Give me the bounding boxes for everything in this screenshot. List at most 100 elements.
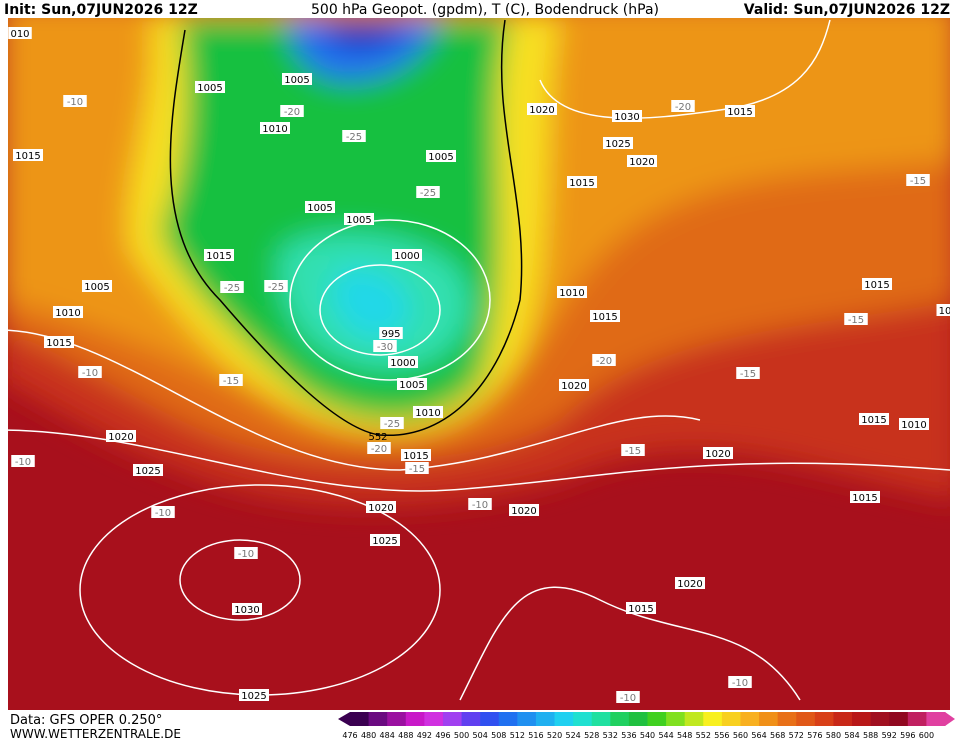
map-label: 1030 <box>234 605 259 616</box>
colorbar-swatch <box>517 712 537 726</box>
map-label: 1015 <box>861 415 886 426</box>
map-label: 1015 <box>727 107 752 118</box>
label-box <box>344 213 374 225</box>
map-label: 1000 <box>394 251 419 262</box>
label-box <box>11 455 35 467</box>
map-label: 995 <box>381 329 400 340</box>
label-box <box>78 366 102 378</box>
colorbar-swatch <box>573 712 593 726</box>
map-label: -10 <box>238 549 254 560</box>
colorbar-swatch <box>833 712 853 726</box>
label-box <box>44 336 74 348</box>
label-box <box>13 149 43 161</box>
colorbar-swatch <box>461 712 481 726</box>
colorbar-label: 492 <box>417 731 432 740</box>
colorbar-label: 576 <box>807 731 822 740</box>
label-box <box>675 577 705 589</box>
colorbar-swatch <box>926 712 946 726</box>
map-labels: 010 1005 1005 -10 -20 1020 1030 -20 1015 1010 -25 1… <box>8 27 950 704</box>
colorbar-label: 572 <box>789 731 804 740</box>
label-box <box>370 534 400 546</box>
label-box <box>899 418 929 430</box>
label-box <box>260 122 290 134</box>
map-label: 1005 <box>428 152 453 163</box>
map-label: 552 <box>368 432 387 443</box>
colorbar-swatch <box>480 712 500 726</box>
label-box <box>264 280 288 292</box>
map-label: 1015 <box>864 280 889 291</box>
colorbar-swatch <box>350 712 370 726</box>
map-label: 1015 <box>403 451 428 462</box>
map: 010 1005 1005 -10 -20 1020 1030 -20 1015 1010 -25 1… <box>8 18 950 710</box>
label-box <box>612 110 642 122</box>
colorbar-label: 496 <box>435 731 450 740</box>
label-box <box>590 310 620 322</box>
colorbar-label: 516 <box>528 731 543 740</box>
label-box <box>413 406 443 418</box>
label-box <box>380 417 404 429</box>
header-bar <box>0 0 959 18</box>
map-label: -25 <box>224 283 240 294</box>
colorbar-label: 564 <box>751 731 766 740</box>
colorbar-swatch <box>424 712 444 726</box>
colorbar-label: 580 <box>826 731 841 740</box>
label-box <box>671 100 695 112</box>
map-label: -10 <box>472 500 488 511</box>
label-box <box>603 137 633 149</box>
map-label: 1010 <box>415 408 440 419</box>
map-label: 1025 <box>241 691 266 702</box>
map-label: 1005 <box>346 215 371 226</box>
colorbar-label: 544 <box>658 731 673 740</box>
site: WWW.WETTERZENTRALE.DE <box>10 727 181 741</box>
colorbar-swatch <box>405 712 425 726</box>
map-label: 1010 <box>559 288 584 299</box>
map-label: -15 <box>625 446 641 457</box>
label-box <box>392 249 422 261</box>
colorbar-label: 588 <box>863 731 878 740</box>
colorbar-swatch <box>554 712 574 726</box>
label-box <box>592 354 616 366</box>
label-box <box>405 462 429 474</box>
map-label: 1005 <box>307 203 332 214</box>
label-box <box>626 602 656 614</box>
colorbar-label: 528 <box>584 731 599 740</box>
label-box <box>559 379 589 391</box>
label-box <box>616 691 640 703</box>
label-box <box>728 676 752 688</box>
map-label: 1010 <box>901 420 926 431</box>
label-box <box>725 105 755 117</box>
map-label: -20 <box>596 356 612 367</box>
colorbar-swatch <box>610 712 630 726</box>
label-box <box>63 95 87 107</box>
label-box <box>373 340 397 352</box>
label-box <box>509 504 539 516</box>
colorbar-label: 556 <box>714 731 729 740</box>
label-box <box>8 27 32 39</box>
label-box <box>219 374 243 386</box>
label-box <box>195 81 225 93</box>
label-box <box>220 281 244 293</box>
colorbar-label: 524 <box>565 731 580 740</box>
map-label: -25 <box>420 188 436 199</box>
colorbar-swatch <box>796 712 816 726</box>
colorbar-swatch <box>889 712 909 726</box>
map-label: -15 <box>740 369 756 380</box>
label-box <box>468 498 492 510</box>
colorbar-swatch <box>907 712 927 726</box>
map-label: 1015 <box>46 338 71 349</box>
colorbar-label: 592 <box>882 731 897 740</box>
map-label: -15 <box>848 315 864 326</box>
map-label: -20 <box>675 102 691 113</box>
label-box <box>426 150 456 162</box>
label-box <box>850 491 880 503</box>
label-box <box>232 603 262 615</box>
data-source: Data: GFS OPER 0.250° <box>10 713 162 728</box>
label-box <box>401 449 431 461</box>
map-label: 1020 <box>705 449 730 460</box>
map-label: 1025 <box>605 139 630 150</box>
map-label: 1025 <box>135 466 160 477</box>
colorbar-label: 480 <box>361 731 376 740</box>
colorbar-swatch <box>591 712 611 726</box>
label-box <box>282 73 312 85</box>
